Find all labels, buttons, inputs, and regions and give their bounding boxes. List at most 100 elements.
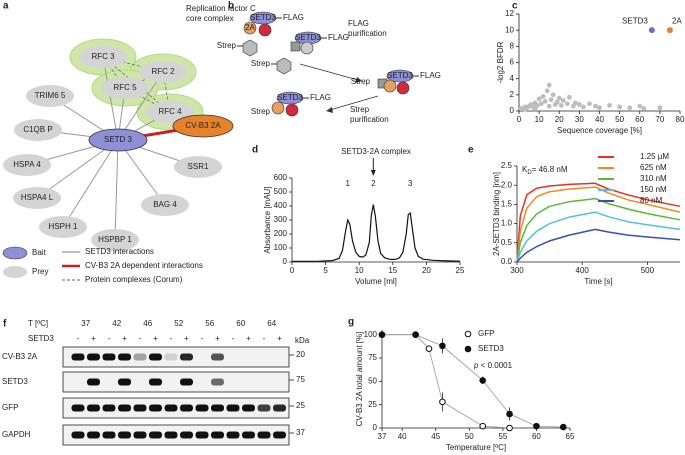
point	[425, 345, 433, 352]
band	[242, 404, 255, 412]
band	[273, 431, 286, 439]
band	[257, 431, 271, 439]
temp: 37	[81, 319, 90, 328]
band	[180, 404, 193, 412]
x-axis-label: Time [s]	[584, 277, 612, 286]
strep-step: Strep	[350, 105, 370, 114]
x-tick-label: 20	[555, 115, 564, 124]
point	[548, 97, 554, 103]
band	[87, 431, 100, 439]
node	[39, 216, 87, 238]
p-rest: < 0.0001	[478, 361, 512, 370]
node	[139, 61, 187, 83]
setd3-edge	[102, 56, 119, 141]
lane-sign: +	[153, 334, 158, 343]
flag-step: FLAG	[348, 19, 369, 28]
kda-value: 25	[296, 401, 305, 410]
band	[118, 353, 131, 361]
node-label: CV-B3 2A	[185, 121, 221, 130]
y-tick-label: 12	[505, 9, 514, 18]
point	[597, 105, 602, 111]
p-annotation: p < 0.0001	[473, 361, 513, 370]
row-label: GFP	[2, 403, 18, 412]
chart-title: SETD3-2A complex	[341, 147, 411, 156]
y-tick-label: 2.5	[501, 161, 513, 170]
point	[637, 103, 643, 109]
point	[554, 99, 560, 105]
lane-sign: -	[108, 334, 111, 343]
panel-label: b	[228, 1, 234, 12]
flag-label: FLAG	[328, 33, 349, 42]
point	[607, 102, 612, 108]
legend-text: 1.25 µM	[640, 152, 669, 161]
temp: 52	[174, 319, 183, 328]
y-tick-label: 100	[364, 330, 378, 339]
band	[164, 431, 178, 439]
x-axis-label: Temperature [ºC]	[446, 443, 506, 452]
legend-text: GFP	[478, 329, 494, 338]
point	[550, 92, 556, 98]
complex-title: core complex	[186, 14, 234, 23]
complex-3: SETD3 FLAG Strep	[351, 69, 441, 95]
strep-label: Strep	[351, 77, 371, 86]
point	[572, 100, 578, 106]
point	[556, 95, 562, 101]
band	[102, 353, 116, 361]
band	[180, 431, 193, 439]
x-tick-label: 10	[535, 115, 544, 124]
node	[13, 187, 61, 209]
band	[71, 404, 85, 412]
y-tick-label: 2	[510, 90, 515, 99]
band	[118, 431, 131, 439]
point	[617, 104, 623, 110]
band	[133, 353, 147, 361]
y-tick-label: 8	[510, 41, 515, 50]
x-tick-label: 30	[575, 115, 584, 124]
x-tick-label: 45	[431, 432, 440, 441]
band	[180, 353, 193, 361]
temp: 56	[205, 319, 214, 328]
point-label: 2A	[672, 16, 682, 25]
x-axis-label: Sequence coverage [%]	[557, 126, 642, 135]
lane-sign: -	[77, 334, 80, 343]
band	[118, 378, 131, 386]
node-label: RFC 5	[113, 83, 137, 92]
flag-step: purification	[348, 29, 387, 38]
y-tick-label: 100	[274, 243, 288, 252]
kda-value: 20	[296, 350, 305, 359]
point	[538, 101, 544, 107]
temp: 42	[112, 319, 121, 328]
legend-prey	[3, 266, 27, 278]
kda-value: 75	[296, 375, 305, 384]
point	[666, 27, 673, 34]
schematic: FLAG SETD3 2A Strep SETD3 FLAG Strep FLA…	[217, 11, 441, 124]
lane-sign: +	[215, 334, 220, 343]
x-tick-label: 15	[388, 266, 397, 275]
point	[533, 422, 540, 430]
node	[172, 114, 234, 138]
setd3-label: SETD3	[295, 33, 321, 42]
y-tick-label: 1.0	[501, 219, 513, 228]
trace	[516, 182, 681, 263]
node-label: RFC 2	[151, 67, 175, 76]
peak-label: 1	[346, 179, 351, 188]
point	[546, 103, 552, 109]
node	[26, 85, 74, 107]
point	[648, 27, 655, 34]
strep-label: Strep	[251, 107, 271, 116]
node-label: C1QB P	[23, 125, 52, 134]
panel-label: d	[252, 145, 258, 156]
point	[412, 331, 419, 338]
band	[164, 404, 178, 412]
kd-annotation: KD= 46.8 nM	[522, 165, 568, 175]
node-label: SETD 3	[104, 135, 133, 144]
setd3-edge	[117, 71, 164, 141]
point	[536, 96, 542, 102]
x-tick-label: 0	[517, 115, 522, 124]
band	[87, 378, 100, 386]
band	[164, 353, 178, 361]
y-tick-label: 4	[510, 74, 515, 83]
y-tick-label: 0	[510, 106, 515, 115]
x-tick-label: 50	[615, 115, 624, 124]
point	[627, 105, 633, 111]
